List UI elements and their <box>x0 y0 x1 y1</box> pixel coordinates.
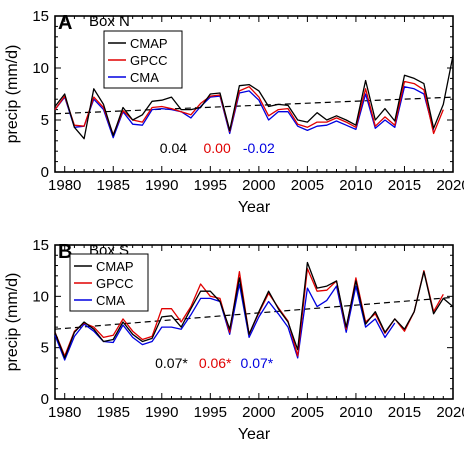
x-axis-label: Year <box>238 426 271 443</box>
x-tick-label: 1985 <box>97 404 130 421</box>
x-tick-label: 2000 <box>242 404 275 421</box>
trend-line <box>54 96 454 115</box>
x-axis-label: Year <box>238 199 271 216</box>
y-tick-label: 15 <box>32 237 49 254</box>
series-line-cmap <box>54 55 454 140</box>
legend-label-cma: CMA <box>130 70 159 85</box>
legend: CMAP GPCC CMA <box>103 30 183 89</box>
y-axis-label: precip (mm/d) <box>4 45 21 144</box>
legend-label-gpcc: GPCC <box>96 276 134 291</box>
panel-a: A Box N 1980 1985 1990 1995 2000 2005 2010 2015 20… <box>4 8 464 216</box>
legend-label-cmap: CMAP <box>130 36 168 51</box>
trend-value-label: 0.00 <box>203 140 230 156</box>
x-tick-label: 2005 <box>291 404 324 421</box>
x-tick-label: 1980 <box>48 177 81 194</box>
legend-label-cma: CMA <box>96 293 125 308</box>
plot-frame <box>54 15 454 173</box>
x-tick-label: 2015 <box>388 404 421 421</box>
trend-value-label: 0.07* <box>241 355 274 371</box>
y-axis-label: precip (mm/d) <box>4 273 21 372</box>
y-tick-label: 10 <box>32 60 49 77</box>
y-tick-label: 10 <box>32 288 49 305</box>
panel-letter: A <box>58 12 72 34</box>
panel-letter: B <box>58 241 72 263</box>
x-tick-label: 1995 <box>194 404 227 421</box>
trend-value-label: 0.04 <box>160 140 187 156</box>
y-tick-label: 5 <box>41 340 49 357</box>
x-tick-label: 1985 <box>97 177 130 194</box>
series-line-cma <box>54 283 396 361</box>
x-tick-label: 2005 <box>291 177 324 194</box>
legend: CMAP GPCC CMA <box>69 253 149 312</box>
x-tick-label: 1980 <box>48 404 81 421</box>
trend-value-label: 0.07* <box>155 355 188 371</box>
x-tick-label: 1990 <box>145 177 178 194</box>
series-line-cmap <box>54 261 454 359</box>
y-tick-label: 5 <box>41 112 49 129</box>
trend-value-label: 0.06* <box>199 355 232 371</box>
trend-line <box>54 296 454 330</box>
y-tick-label: 0 <box>41 164 49 181</box>
x-tick-label: 1990 <box>145 404 178 421</box>
x-tick-label: 2015 <box>388 177 421 194</box>
x-tick-label: 2000 <box>242 177 275 194</box>
x-tick-label: 2010 <box>339 177 372 194</box>
y-tick-label: 15 <box>32 8 49 25</box>
x-tick-label: 1995 <box>194 177 227 194</box>
trend-value-label: -0.02 <box>243 140 275 156</box>
x-tick-label: 2010 <box>339 404 372 421</box>
series-line-cma <box>54 86 435 139</box>
legend-label-gpcc: GPCC <box>130 53 168 68</box>
panel-title: Box N <box>89 13 130 30</box>
y-tick-label: 0 <box>41 391 49 408</box>
legend-label-cmap: CMAP <box>96 259 134 274</box>
plot-frame <box>54 244 454 400</box>
